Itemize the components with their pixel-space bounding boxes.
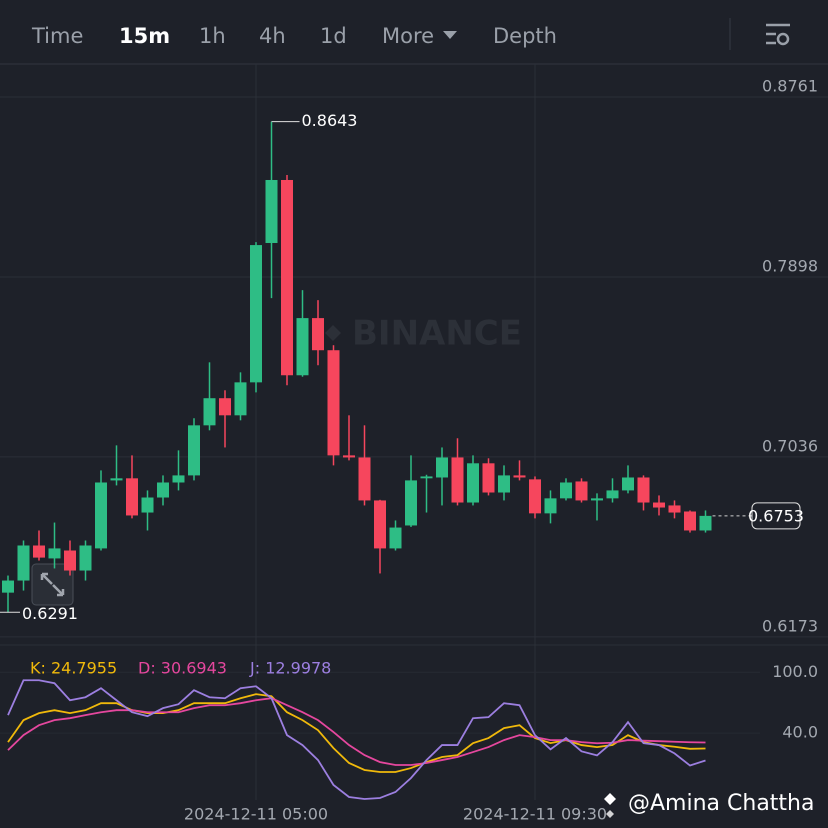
watermark-logo	[325, 325, 341, 341]
candle-body	[498, 475, 510, 493]
candle-body	[188, 425, 200, 476]
candle-body	[79, 545, 92, 571]
candle-body	[141, 497, 154, 513]
kdj-line	[7, 697, 706, 766]
legend-entry: K: 24.7955	[30, 659, 117, 678]
candle-body	[436, 457, 448, 478]
candle-body	[126, 478, 138, 516]
tab[interactable]: 1h	[199, 24, 226, 48]
candle-body	[544, 498, 557, 514]
y-tick-label: 0.7036	[762, 436, 818, 455]
candle-body	[405, 480, 417, 526]
candle-body	[482, 463, 495, 493]
candle-body	[250, 245, 262, 383]
candle-body	[606, 490, 619, 499]
low-label: 0.6291	[22, 604, 78, 623]
candle-body	[33, 545, 45, 558]
candle-body	[467, 463, 479, 503]
candle-body	[219, 398, 231, 416]
candle-body	[110, 478, 123, 481]
settings-icon[interactable]	[766, 23, 790, 46]
candle-body	[451, 457, 464, 503]
candle-body	[2, 580, 14, 593]
candle-body	[622, 477, 634, 491]
y-tick-label: 0.6173	[762, 616, 818, 635]
tab[interactable]: 4h	[259, 24, 286, 48]
last-price-box	[751, 502, 801, 530]
candle-body	[389, 527, 402, 549]
expand-button[interactable]	[31, 563, 74, 606]
legend-entry: D: 30.6943	[138, 659, 227, 678]
candle-body	[529, 479, 541, 514]
candle-body	[699, 515, 712, 531]
candle-body	[172, 475, 185, 483]
candle-body	[312, 318, 324, 351]
last-price-label: 0.6753	[748, 506, 804, 525]
watermark: BINANCE	[352, 314, 522, 354]
x-tick-label: 2024-12-11 09:30	[463, 805, 607, 824]
kdj-line	[7, 679, 706, 800]
y-tick-label: 0.8761	[762, 76, 818, 95]
candle-body	[374, 500, 386, 549]
x-tick-label: 2024-12-11 05:00	[184, 805, 328, 824]
candle-body	[95, 482, 107, 549]
candle-body	[203, 398, 216, 426]
candle-body	[296, 318, 309, 376]
y-tick-label: 40.0	[782, 723, 818, 742]
candle-body	[653, 502, 665, 508]
candle-body	[358, 457, 371, 501]
tab[interactable]: Depth	[493, 24, 557, 48]
tab[interactable]: 1d	[320, 24, 347, 48]
candle-body	[265, 179, 278, 243]
candle-body	[281, 179, 293, 376]
more-arrow[interactable]	[443, 31, 457, 39]
tab[interactable]: More	[382, 24, 434, 48]
candle-body	[668, 505, 681, 513]
candle-body	[327, 350, 340, 456]
candle-body	[48, 548, 61, 559]
candle-body	[17, 545, 30, 581]
y-tick-label: 0.7898	[762, 257, 818, 276]
credit-logo	[604, 793, 616, 818]
tab[interactable]: 15m	[119, 24, 170, 48]
legend-entry: J: 12.9978	[249, 659, 331, 678]
tab[interactable]: Time	[31, 24, 83, 48]
candle-body	[591, 498, 603, 501]
candle-body	[575, 481, 588, 501]
credit: @Amina Chattha	[628, 791, 814, 816]
candle-body	[343, 455, 355, 458]
high-label: 0.8643	[302, 111, 358, 130]
candle-body	[513, 475, 526, 478]
candle-body	[637, 477, 650, 503]
candle-body	[560, 482, 572, 499]
y-tick-label: 100.0	[772, 662, 818, 681]
candle-body	[64, 550, 76, 571]
candle-body	[234, 382, 247, 416]
candle-body	[684, 511, 696, 531]
candle-body	[420, 476, 433, 479]
candle-body	[157, 482, 169, 498]
